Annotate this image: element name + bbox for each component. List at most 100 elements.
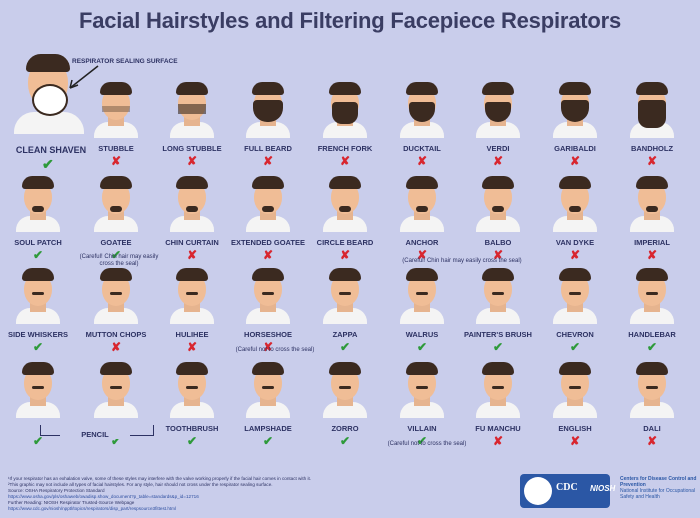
cross-icon: ✘ xyxy=(262,248,274,262)
hairstyle-label: FRENCH FORK xyxy=(317,144,373,153)
hair xyxy=(26,54,70,72)
cross-icon: ✘ xyxy=(110,154,122,168)
hairstyle-label: CHIN CURTAIN xyxy=(165,238,219,247)
hairstyle-label: GARIBALDI xyxy=(554,144,596,153)
face-illustration xyxy=(476,176,520,232)
cross-icon: ✘ xyxy=(492,154,504,168)
hairstyle-card: CHIN CURTAIN ✘ xyxy=(154,176,230,264)
face-illustration xyxy=(630,268,674,324)
check-icon: ✔ xyxy=(646,340,658,354)
hairstyle-label: VILLAIN xyxy=(407,424,437,433)
hairstyle-label: FU MANCHU xyxy=(475,424,521,433)
hairstyle-label: BALBO xyxy=(484,238,512,247)
hairstyle-card: SOUL PATCH ✔ xyxy=(0,176,76,264)
face-illustration xyxy=(323,362,367,418)
hairstyle-label: MUTTON CHOPS xyxy=(85,330,147,339)
respirator-mask-icon xyxy=(32,84,68,116)
hairstyle-card: CIRCLE BEARD ✘ xyxy=(307,176,383,264)
hairstyle-label: STUBBLE xyxy=(98,144,134,153)
face-illustration xyxy=(170,362,214,418)
hairstyle-card: EXTENDED GOATEE ✘ xyxy=(230,176,306,264)
hairstyle-label: CIRCLE BEARD xyxy=(316,238,374,247)
face-illustration xyxy=(553,268,597,324)
face-illustration xyxy=(246,362,290,418)
hairstyle-label: VERDI xyxy=(486,144,510,153)
hairstyle-card: ✔ xyxy=(78,362,154,450)
face-illustration xyxy=(400,176,444,232)
niosh-name: National Institute for Occupational Safe… xyxy=(620,488,696,500)
face-illustration xyxy=(246,176,290,232)
goatee-note: (Careful! Chin hair may easily cross the… xyxy=(79,254,159,267)
face-illustration xyxy=(94,176,138,232)
clean-shaven-label: CLEAN SHAVEN xyxy=(15,145,87,155)
face-illustration xyxy=(323,268,367,324)
hairstyle-label: SOUL PATCH xyxy=(14,238,62,247)
hairstyle-card: ZORRO ✔ xyxy=(307,362,383,450)
hairstyle-card: ENGLISH ✘ xyxy=(537,362,613,450)
face-illustration xyxy=(94,362,138,418)
hairstyle-label: IMPERIAL xyxy=(634,238,670,247)
page-title: Facial Hairstyles and Filtering Facepiec… xyxy=(78,8,622,33)
cross-icon: ✘ xyxy=(492,434,504,448)
hairstyle-card: WALRUS ✔ xyxy=(384,268,460,356)
cross-icon: ✘ xyxy=(339,154,351,168)
hairstyle-label: HORSESHOE xyxy=(244,330,292,339)
hairstyle-card: HORSESHOE ✘ xyxy=(230,268,306,356)
cross-icon: ✘ xyxy=(492,248,504,262)
face-illustration xyxy=(16,268,60,324)
hairstyle-label: TOOTHBRUSH xyxy=(165,424,219,433)
face-illustration xyxy=(553,82,597,138)
hairstyle-label: ENGLISH xyxy=(558,424,592,433)
hairstyle-card: VAN DYKE ✘ xyxy=(537,176,613,264)
face-illustration xyxy=(476,82,520,138)
cross-icon: ✘ xyxy=(646,248,658,262)
hairstyle-label: HULIHEE xyxy=(175,330,209,339)
check-icon: ✔ xyxy=(110,248,122,262)
hairstyle-label: PAINTER'S BRUSH xyxy=(464,330,532,339)
source-link[interactable]: https://www.osha.gov/pls/oshaweb/owadisp… xyxy=(8,494,199,499)
anchor-balbo-note: (Careful! Chin hair may easily cross the… xyxy=(402,258,522,264)
hairstyle-card: BANDHOLZ ✘ xyxy=(614,82,690,170)
hairstyle-card: LONG STUBBLE ✘ xyxy=(154,82,230,170)
hairstyle-card: VERDI ✘ xyxy=(460,82,536,170)
face-illustration xyxy=(170,82,214,138)
hairstyle-label: CHEVRON xyxy=(556,330,594,339)
further-reading-link[interactable]: https://www.cdc.gov/niosh/npptl/topics/r… xyxy=(8,506,177,511)
cross-icon: ✘ xyxy=(110,340,122,354)
hairstyle-card: FRENCH FORK ✘ xyxy=(307,82,383,170)
hairstyle-label: LAMPSHADE xyxy=(244,424,292,433)
hairstyle-label: ANCHOR xyxy=(405,238,439,247)
hairstyle-card: DUCKTAIL ✘ xyxy=(384,82,460,170)
footnote-1: ¹If your respirator has an exhalation va… xyxy=(8,476,312,481)
footnote-2: ²This graphic may not include all types … xyxy=(8,482,273,487)
hairstyle-card: ZAPPA ✔ xyxy=(307,268,383,356)
clean-shaven-figure xyxy=(14,54,84,134)
niosh-logo-text: NIOSH xyxy=(590,484,616,493)
hairstyle-card: VILLAIN ✔ xyxy=(384,362,460,450)
hairstyle-card: ANCHOR ✘ xyxy=(384,176,460,264)
hairstyle-label: SIDE WHISKERS xyxy=(7,330,68,339)
face-illustration xyxy=(94,82,138,138)
agency-names: Centers for Disease Control and Preventi… xyxy=(620,476,698,500)
hairstyle-label: DUCKTAIL xyxy=(403,144,441,153)
hairstyle-card: BALBO ✘ xyxy=(460,176,536,264)
hairstyle-label: LONG STUBBLE xyxy=(162,144,222,153)
callout-arrow-icon xyxy=(69,65,99,89)
check-icon: ✔ xyxy=(569,340,581,354)
source-label: Source: OSHA Respiratory Protection Stan… xyxy=(8,488,105,493)
cross-icon: ✘ xyxy=(186,340,198,354)
cross-icon: ✘ xyxy=(262,340,274,354)
hairstyle-card: FULL BEARD ✘ xyxy=(230,82,306,170)
face-illustration xyxy=(400,362,444,418)
face-illustration xyxy=(553,176,597,232)
check-icon: ✔ xyxy=(262,434,274,448)
hairstyle-card: FU MANCHU ✘ xyxy=(460,362,536,450)
cdc-niosh-logo: CDC NIOSH xyxy=(520,474,615,508)
face-illustration xyxy=(476,362,520,418)
cross-icon: ✘ xyxy=(646,154,658,168)
cross-icon: ✘ xyxy=(186,154,198,168)
check-icon: ✔ xyxy=(32,340,44,354)
face-illustration xyxy=(630,362,674,418)
check-icon: ✔ xyxy=(416,434,428,448)
cross-icon: ✘ xyxy=(569,154,581,168)
